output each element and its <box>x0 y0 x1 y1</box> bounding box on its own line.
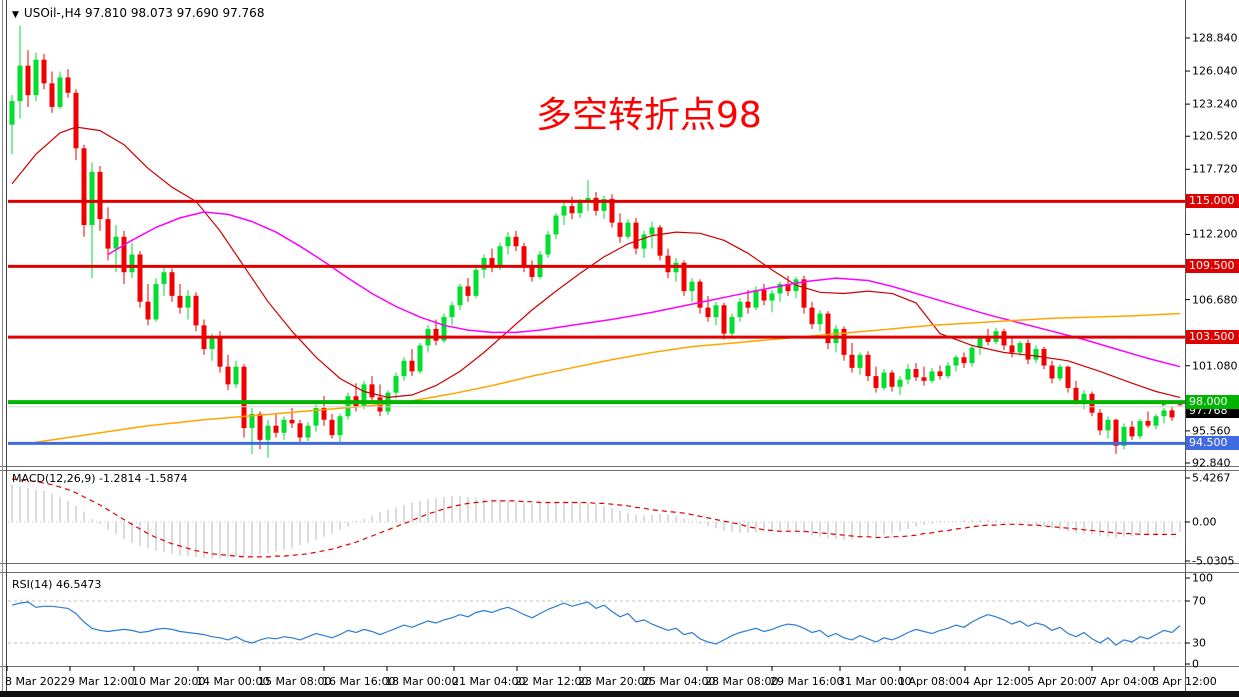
price-tick-label: 128.840 <box>1192 31 1238 45</box>
symbol-ohlc-label: USOil-,H4 97.810 98.073 97.690 97.768 <box>23 6 265 20</box>
time-axis-label: 5 Apr 20:00 <box>1027 675 1092 688</box>
macd-scale-label: 0.00 <box>1192 515 1217 529</box>
ma-fast-red[interactable] <box>11 126 1181 399</box>
macd-scale-label: 5.4267 <box>1192 471 1231 485</box>
horizontal-level-lines[interactable] <box>8 199 1185 445</box>
candles-series <box>9 25 1183 458</box>
price-tick-label: 106.680 <box>1192 293 1238 307</box>
price-tick-label: 123.240 <box>1192 97 1238 111</box>
time-axis-label: 8 Apr 12:00 <box>1152 675 1217 688</box>
rsi-series <box>8 600 1185 646</box>
price-tick-label: 112.200 <box>1192 227 1238 241</box>
time-axis-label: 22 Mar 12:00 <box>515 675 589 688</box>
price-tick-label: 117.720 <box>1192 162 1238 176</box>
price-tick-label: 95.560 <box>1192 424 1231 438</box>
window-bottom-edge <box>0 691 1239 697</box>
price-tick-label: 126.040 <box>1192 64 1238 78</box>
price-badge-115.000: 115.000 <box>1186 194 1239 209</box>
time-axis-label: 28 Mar 08:00 <box>705 675 779 688</box>
rsi-line <box>11 601 1181 646</box>
time-axis-label: 8 Mar 2022 <box>5 675 68 688</box>
collapse-chart-icon[interactable]: ▼ <box>12 10 19 20</box>
price-badge-103.500: 103.500 <box>1186 330 1239 345</box>
time-axis-label: 4 Apr 12:00 <box>963 675 1028 688</box>
annotation-text: 多空转折点98 <box>536 95 762 136</box>
macd-signal-line <box>11 478 1181 558</box>
macd-scale-label: -5.0305 <box>1192 554 1235 568</box>
rsi-scale-label: 0 <box>1192 657 1199 671</box>
time-axis-label: 10 Mar 20:00 <box>132 675 206 688</box>
time-axis-label: 29 Mar 16:00 <box>770 675 844 688</box>
time-axis-label: 16 Mar 16:00 <box>322 675 396 688</box>
price-badge-94.500: 94.500 <box>1186 436 1239 451</box>
time-axis-label: 1 Apr 08:00 <box>898 675 963 688</box>
time-axis-label: 21 Mar 04:00 <box>452 675 526 688</box>
time-axis-label: 7 Apr 04:00 <box>1090 675 1155 688</box>
rsi-scale-label: 70 <box>1192 594 1206 608</box>
time-axis-label: 23 Mar 20:00 <box>578 675 652 688</box>
time-axis-label: 25 Mar 04:00 <box>642 675 716 688</box>
time-axis-label: 15 Mar 08:00 <box>258 675 332 688</box>
ma-slow-orange[interactable] <box>35 312 1181 443</box>
price-tick-label: 101.080 <box>1192 359 1238 373</box>
price-tick-label: 92.840 <box>1192 456 1231 470</box>
price-badge-109.500: 109.500 <box>1186 259 1239 274</box>
chart-title-bar: ▼ USOil-,H4 97.810 98.073 97.690 97.768 <box>12 6 264 20</box>
time-axis-label: 18 Mar 00:00 <box>385 675 459 688</box>
price-tick-label: 120.520 <box>1192 129 1238 143</box>
macd-series <box>8 478 1185 559</box>
moving-average-lines <box>11 126 1181 443</box>
time-axis-label: 14 Mar 00:00 <box>196 675 270 688</box>
ma-mid-magenta[interactable] <box>107 211 1181 368</box>
time-axis-label: 9 Mar 12:00 <box>68 675 135 688</box>
time-axis-label: 31 Mar 00:00 <box>838 675 912 688</box>
rsi-scale-label: 30 <box>1192 636 1206 650</box>
current-price-pointer-icon <box>1162 400 1170 406</box>
macd-indicator-label: MACD(12,26,9) -1.2814 -1.5874 <box>12 472 188 485</box>
price-badge-98.000: 98.000 <box>1186 395 1239 410</box>
rsi-scale-label: 100 <box>1192 571 1213 585</box>
rsi-indicator-label: RSI(14) 46.5473 <box>12 578 102 591</box>
